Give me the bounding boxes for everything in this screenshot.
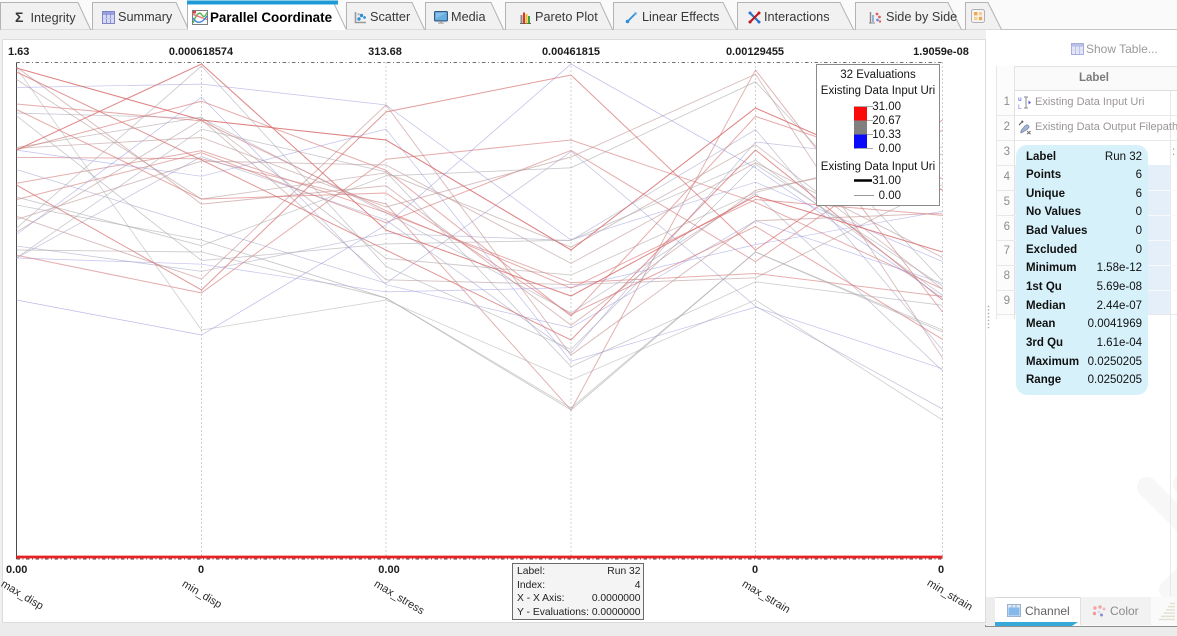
svg-text:u: u: [1018, 97, 1022, 103]
svg-text:L: L: [1018, 105, 1022, 110]
